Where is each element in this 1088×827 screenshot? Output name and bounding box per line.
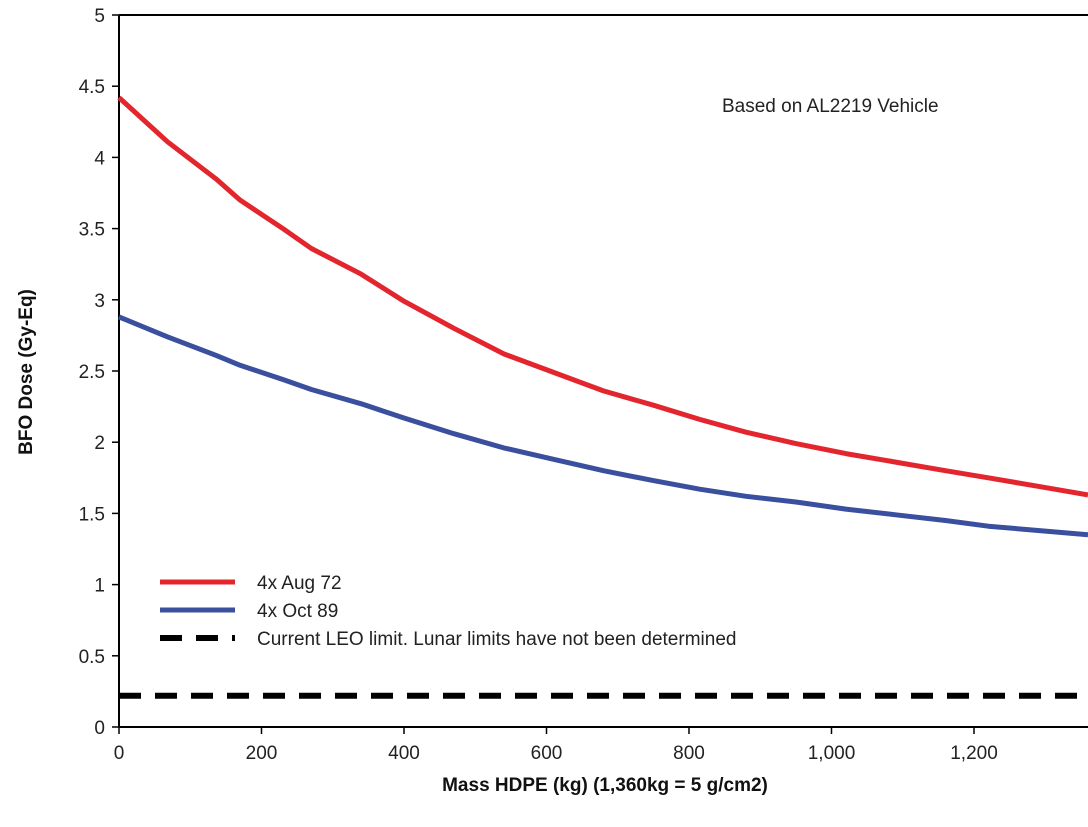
axes: 0 0.5 1 1.5 2 2.5 3 3.5 4 4.5 5 0 200 400 600 800 1,000 1… xyxy=(79,6,1088,764)
series-layer xyxy=(117,95,1088,699)
y-tick-label: 4.5 xyxy=(79,77,105,98)
x-tick-label: 600 xyxy=(531,743,563,764)
y-tick-label: 0.5 xyxy=(79,647,105,668)
y-tick-label: 3.5 xyxy=(79,220,105,241)
x-tick-label: 800 xyxy=(673,743,705,764)
y-tick-label: 2.5 xyxy=(79,362,105,383)
x-tick-label: 0 xyxy=(114,743,125,764)
y-tick-label: 3 xyxy=(94,291,105,312)
legend: 4x Aug 72 4x Oct 89 Current LEO limit. Lun… xyxy=(160,573,736,650)
chart-annotation: Based on AL2219 Vehicle xyxy=(722,96,939,117)
x-tick-label: 1,000 xyxy=(808,743,856,764)
x-tick-label: 1,200 xyxy=(950,743,998,764)
series-line-1 xyxy=(117,95,1088,498)
y-tick-label: 1 xyxy=(94,576,105,597)
y-tick-label: 5 xyxy=(94,6,105,27)
x-tick-label: 200 xyxy=(246,743,278,764)
legend-label-3: Current LEO limit. Lunar limits have not… xyxy=(257,629,736,650)
y-tick-label: 4 xyxy=(94,148,105,169)
y-axis-title: BFO Dose (Gy-Eq) xyxy=(16,289,37,455)
x-axis-title: Mass HDPE (kg) (1,360kg = 5 g/cm2) xyxy=(442,775,768,796)
y-tick-label: 0 xyxy=(94,718,105,739)
legend-label-2: 4x Oct 89 xyxy=(257,601,338,622)
y-tick-label: 2 xyxy=(94,433,105,454)
legend-label-1: 4x Aug 72 xyxy=(257,573,342,594)
series-line-2 xyxy=(118,314,1088,538)
y-tick-label: 1.5 xyxy=(79,504,105,525)
x-tick-label: 400 xyxy=(388,743,420,764)
